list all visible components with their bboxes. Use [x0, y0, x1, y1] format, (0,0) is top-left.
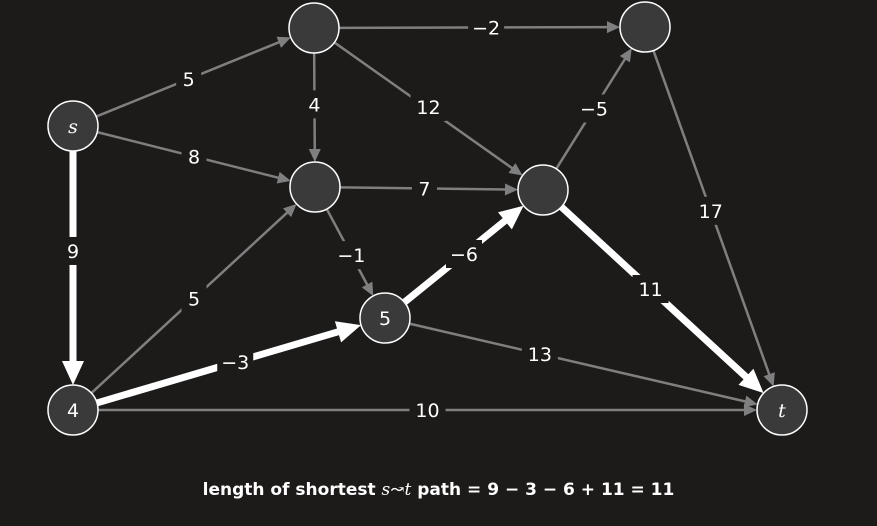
node-c — [289, 161, 341, 213]
edge-weight-e-t: 11 — [632, 275, 669, 303]
caption-path-symbol: s↝t — [381, 480, 412, 500]
edge-weight-d-e: −6 — [446, 240, 482, 268]
edge-weight-c-e: 7 — [411, 174, 437, 203]
node-label: s — [68, 116, 78, 138]
caption-prefix: length of shortest — [202, 480, 382, 500]
edge-weight-text: −6 — [450, 244, 478, 266]
edge-weight-text: −3 — [221, 352, 249, 374]
edge-s-f — [62, 151, 84, 385]
edge-weight-text: 17 — [699, 201, 723, 223]
edge-weight-s-f: 9 — [60, 236, 86, 265]
node-s: s — [47, 100, 99, 152]
edge-weight-text: −1 — [337, 245, 365, 267]
edge-weight-text: 5 — [188, 289, 200, 311]
node-layer: s 5 4 t — [47, 1, 808, 436]
node-label: 5 — [379, 308, 391, 330]
edge-layer — [62, 21, 775, 416]
edge-weight-text: 12 — [416, 97, 440, 119]
path-length-caption: length of shortest s↝t path = 9 − 3 − 6 … — [0, 480, 877, 500]
edge-weight-d-t: 13 — [521, 339, 558, 368]
node-d: 5 — [359, 292, 411, 344]
edge-weight-b-t: 17 — [692, 196, 729, 225]
edge-weight-text: 5 — [183, 69, 195, 91]
edge-weight-text: 4 — [308, 94, 320, 116]
edge-weight-text: 8 — [188, 147, 200, 169]
edge-weight-e-b: −5 — [576, 94, 612, 123]
edge-weight-text: −5 — [580, 99, 608, 121]
node-label: t — [778, 400, 786, 422]
edge-weight-f-d: −3 — [217, 348, 254, 377]
edge-weight-text: 9 — [67, 241, 79, 263]
edge-weight-s-c: 8 — [181, 142, 207, 171]
edge-weight-text: 13 — [528, 344, 552, 366]
node-e — [517, 164, 569, 216]
edge-weight-text: 7 — [418, 178, 430, 200]
node-t: t — [756, 384, 808, 436]
edge-weight-f-c: 5 — [181, 284, 207, 313]
edge-weight-s-a: 5 — [176, 64, 202, 93]
node-f: 4 — [47, 384, 99, 436]
edge-weight-a-b: −2 — [468, 13, 505, 42]
node-a — [288, 2, 340, 54]
edge-weight-text: −2 — [472, 17, 500, 39]
edge-weight-a-e: 12 — [410, 93, 447, 121]
edge-weight-f-t: 10 — [409, 396, 446, 424]
edge-weight-text: 11 — [638, 279, 662, 301]
node-b — [619, 1, 671, 53]
node-label: 4 — [67, 400, 79, 422]
edge-weight-c-d: −1 — [333, 241, 370, 270]
edge-weight-text: 10 — [415, 400, 439, 422]
edge-weight-a-c: 4 — [301, 90, 327, 119]
edge-d-t — [409, 322, 758, 408]
caption-suffix: path = 9 − 3 − 6 + 11 = 11 — [411, 480, 675, 500]
edge-label-layer: 5 8 9 −2 4 12 7 −1 5 −3 10 −6 13 −5 11 17 — [60, 13, 729, 424]
